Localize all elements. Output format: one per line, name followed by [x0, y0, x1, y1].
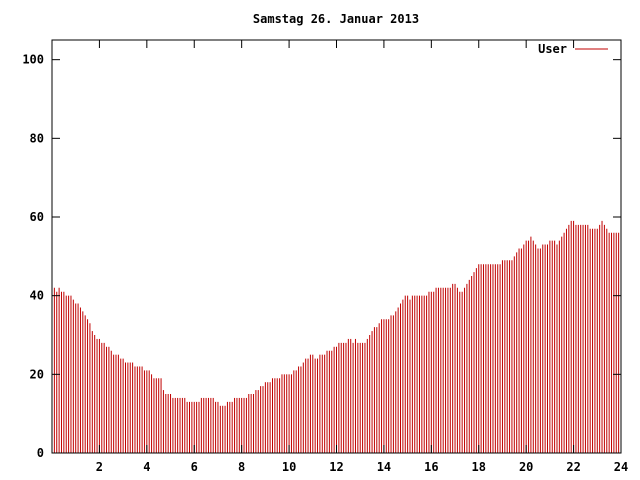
y-tick-label: 100	[22, 53, 44, 67]
legend-label-user: User	[538, 42, 567, 56]
legend: User	[538, 42, 608, 56]
x-tick-label: 22	[566, 460, 580, 474]
x-tick-label: 8	[238, 460, 245, 474]
y-tick-label: 0	[37, 446, 44, 460]
x-tick-label: 16	[424, 460, 438, 474]
x-tick-label: 24	[614, 460, 628, 474]
y-axis: 0 20 40 60 80 100	[22, 53, 621, 460]
x-tick-label: 20	[519, 460, 533, 474]
x-tick-label: 14	[377, 460, 391, 474]
chart-title: Samstag 26. Januar 2013	[253, 12, 419, 26]
x-tick-label: 6	[191, 460, 198, 474]
y-tick-label: 40	[30, 289, 44, 303]
x-tick-label: 2	[96, 460, 103, 474]
y-tick-label: 20	[30, 367, 44, 381]
bars-group	[53, 220, 622, 453]
x-tick-label: 4	[143, 460, 150, 474]
x-tick-label: 12	[329, 460, 343, 474]
x-axis: 2 4 6 8 10 12 14 16 18 20 22 24	[96, 40, 628, 474]
x-tick-label: 18	[472, 460, 486, 474]
y-tick-label: 80	[30, 131, 44, 145]
y-tick-label: 60	[30, 210, 44, 224]
x-tick-label: 10	[282, 460, 296, 474]
